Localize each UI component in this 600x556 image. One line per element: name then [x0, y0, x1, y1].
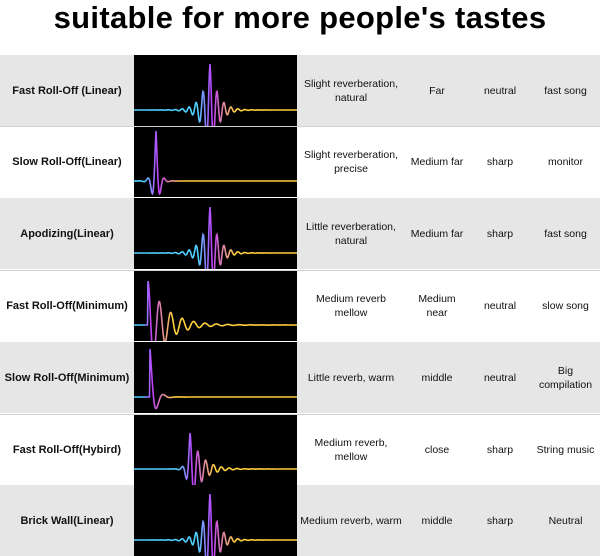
sound-distance: close — [424, 443, 450, 456]
sound-distance: middle — [421, 514, 453, 527]
recommended-use: slow song — [542, 299, 589, 312]
filter-name: Slow Roll-Off(Linear) — [12, 155, 122, 168]
filter-name: Fast Roll-Off(Hybird) — [12, 443, 122, 456]
waveform-line — [134, 280, 297, 341]
filter-name: Fast Roll-Off (Linear) — [12, 84, 122, 97]
page-title: suitable for more people's tastes — [53, 0, 547, 35]
impulse-response-graphic — [134, 342, 297, 413]
sound-distance: Medium far — [410, 227, 464, 240]
impulse-response-graphic — [134, 414, 297, 485]
waveform-svg — [134, 348, 297, 410]
waveform-svg — [134, 280, 297, 341]
sound-character: Medium reverb, mellow — [314, 436, 388, 463]
sound-character: Little reverberation, natural — [306, 220, 396, 247]
tone: neutral — [483, 84, 517, 97]
sound-distance: Far — [429, 84, 445, 97]
waveform-line — [134, 348, 297, 410]
filter-name: Apodizing(Linear) — [20, 227, 114, 240]
waveform-line — [134, 130, 297, 196]
table-row: Fast Roll-Off (Linear) Slight reverberat… — [0, 55, 600, 126]
table-row: Fast Roll-Off(Minimum) Medium reverb mel… — [0, 270, 600, 341]
filter-name: Slow Roll-Off(Minimum) — [4, 371, 130, 384]
table-row: Slow Roll-Off(Linear) Slight reverberati… — [0, 126, 600, 197]
sound-character: Medium reverb mellow — [315, 292, 387, 319]
waveform-svg — [134, 63, 297, 126]
tone: sharp — [486, 227, 514, 240]
sound-character: Medium reverb, warm — [300, 514, 402, 527]
waveform-svg — [134, 206, 297, 269]
impulse-response-graphic — [134, 126, 297, 197]
table-row: Brick Wall(Linear) Medium reverb, warm m… — [0, 485, 600, 556]
tone: sharp — [486, 155, 514, 168]
impulse-response-graphic — [134, 55, 297, 126]
sound-distance: middle — [421, 371, 453, 384]
recommended-use: monitor — [547, 155, 583, 168]
waveform-line — [134, 206, 297, 269]
sound-character: Little reverb, warm — [307, 371, 395, 384]
tone: neutral — [483, 299, 517, 312]
recommended-use: Big compilation — [538, 364, 593, 391]
tone: sharp — [486, 443, 514, 456]
waveform-line — [134, 432, 297, 485]
tone: sharp — [486, 514, 514, 527]
impulse-response-graphic — [134, 198, 297, 269]
recommended-use: String music — [536, 443, 595, 456]
recommended-use: fast song — [544, 84, 587, 97]
recommended-use: Neutral — [548, 514, 583, 527]
impulse-response-graphic — [134, 485, 297, 556]
waveform-line — [134, 493, 297, 556]
tone: neutral — [483, 371, 517, 384]
sound-character: Slight reverberation, precise — [304, 148, 398, 175]
recommended-use: fast song — [544, 227, 587, 240]
filter-name: Brick Wall(Linear) — [20, 514, 114, 527]
filter-comparison-table: Fast Roll-Off (Linear) Slight reverberat… — [0, 55, 600, 556]
waveform-svg — [134, 130, 297, 196]
sound-character: Slight reverberation, natural — [304, 77, 398, 104]
impulse-response-graphic — [134, 270, 297, 341]
waveform-svg — [134, 432, 297, 485]
table-row: Slow Roll-Off(Minimum) Little reverb, wa… — [0, 342, 600, 413]
table-row: Apodizing(Linear) Little reverberation, … — [0, 198, 600, 269]
sound-distance: Medium far — [410, 155, 464, 168]
waveform-line — [134, 63, 297, 126]
filter-name: Fast Roll-Off(Minimum) — [6, 299, 128, 312]
table-row: Fast Roll-Off(Hybird) Medium reverb, mel… — [0, 414, 600, 485]
sound-distance: Medium near — [418, 292, 456, 319]
waveform-svg — [134, 493, 297, 556]
